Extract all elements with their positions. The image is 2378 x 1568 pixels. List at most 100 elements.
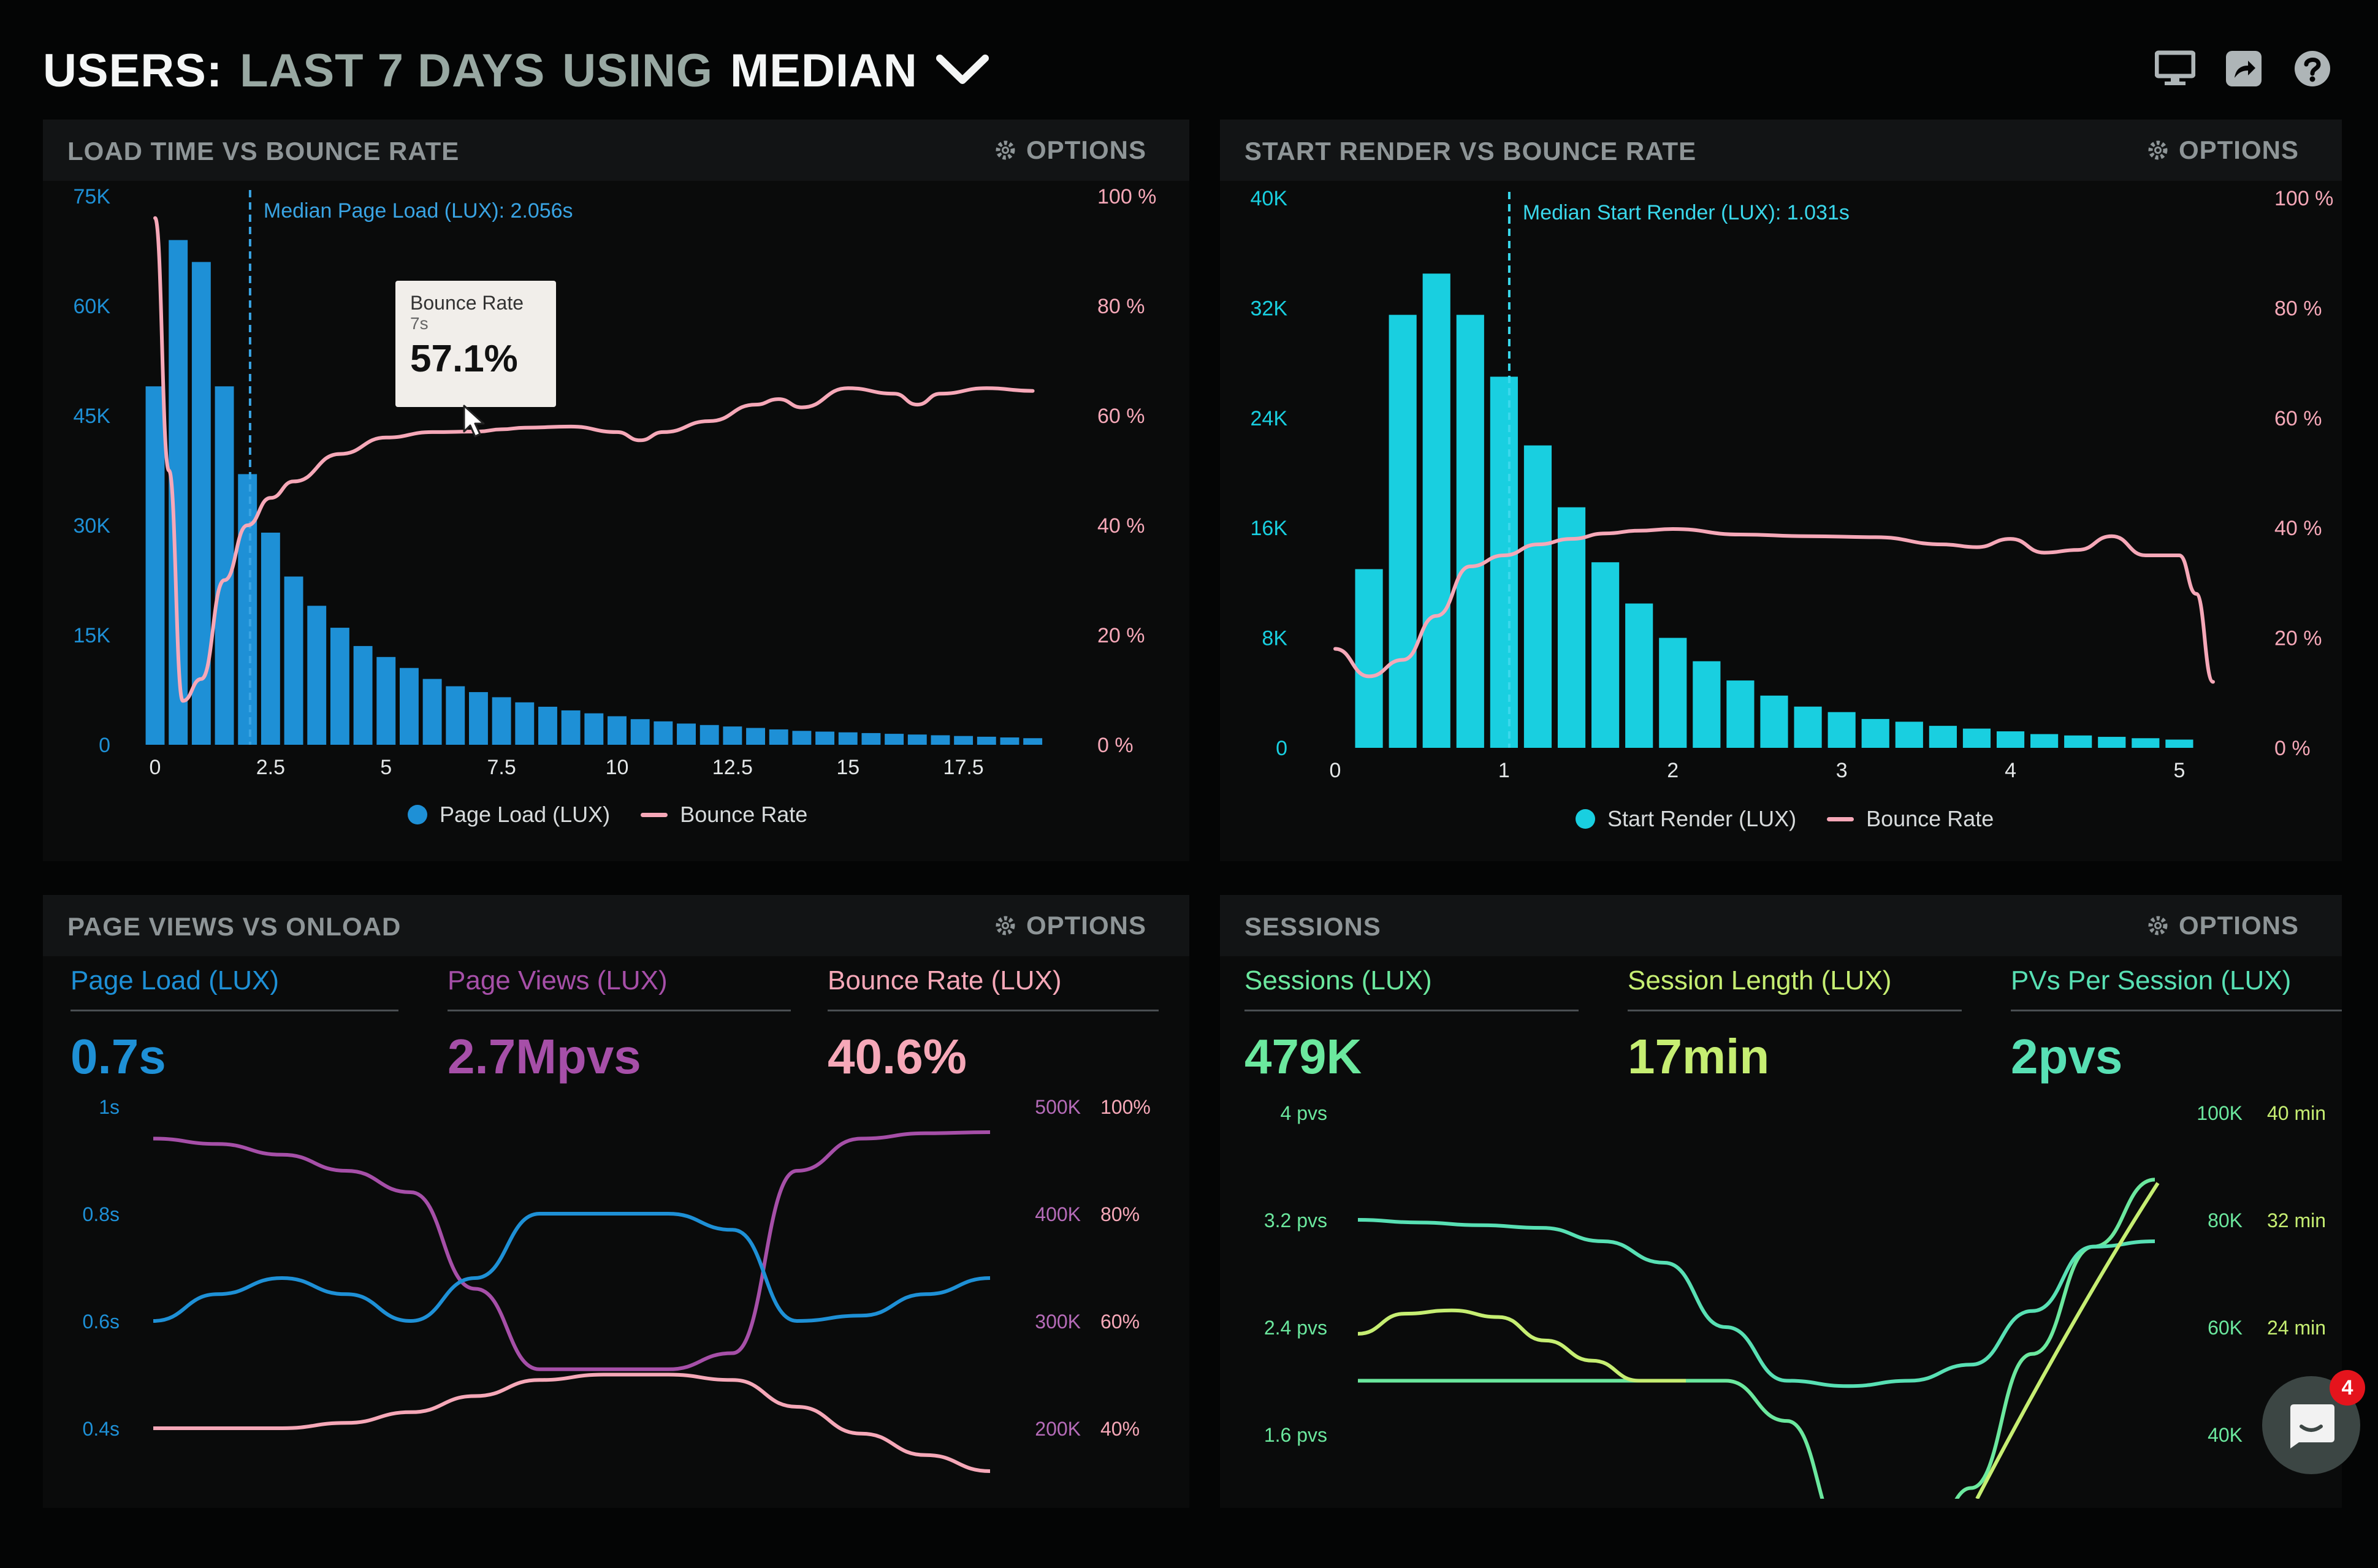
cursor-icon: [463, 405, 485, 438]
legend-item-start-render[interactable]: Start Render (LUX): [1576, 806, 1796, 832]
bar: [769, 729, 788, 745]
bar: [1827, 712, 1856, 748]
y2-axis-tick-label: 0 %: [1097, 734, 1134, 757]
y3-axis-tick-label: 24 min: [2267, 1317, 2326, 1339]
bar: [238, 474, 257, 745]
options-button[interactable]: OPTIONS: [2146, 135, 2299, 165]
legend-label: Bounce Rate: [1866, 806, 1994, 831]
metric-label: Page Views (LUX): [448, 965, 791, 1011]
metric-page-views[interactable]: Page Views (LUX) 2.7Mpvs: [448, 965, 791, 1085]
bar: [422, 679, 442, 745]
bar: [608, 716, 627, 745]
options-button[interactable]: OPTIONS: [2146, 911, 2299, 940]
chevron-down-icon[interactable]: [935, 52, 990, 89]
bar: [1456, 314, 1484, 748]
y2-axis-tick-label: 400K: [1035, 1203, 1081, 1225]
y-axis-tick-label: 8K: [1262, 627, 1287, 650]
bar: [561, 710, 581, 745]
options-button[interactable]: OPTIONS: [993, 135, 1146, 165]
bounce-rate-line: [153, 216, 1035, 703]
y3-axis-tick-label: 40 min: [2267, 1102, 2326, 1124]
metric-sessions[interactable]: Sessions (LUX) 479K: [1244, 965, 1579, 1085]
y-axis-tick-label: 3.2 pvs: [1264, 1209, 1327, 1231]
panel-sessions: SESSIONS OPTIONS Sessions (LUX) 479K Ses…: [1220, 895, 2342, 1508]
panel-title: START RENDER VS BOUNCE RATE: [1244, 137, 1697, 166]
bar: [931, 735, 950, 745]
bounce-rate-line: [1333, 527, 2215, 684]
help-icon[interactable]: [2290, 46, 2335, 91]
bar: [1023, 738, 1043, 745]
legend-item-bounce-rate[interactable]: Bounce Rate: [1827, 806, 1994, 832]
panel-start-render: START RENDER VS BOUNCE RATE OPTIONS 0 8K 1…: [1220, 120, 2342, 861]
metric-session-length[interactable]: Session Length (LUX) 17min: [1628, 965, 1962, 1085]
y2-axis-tick-label: 100K: [2197, 1102, 2243, 1124]
y-axis-tick-label: 4 pvs: [1281, 1102, 1327, 1124]
legend-swatch-start-render: [1576, 809, 1595, 829]
panel-title: LOAD TIME VS BOUNCE RATE: [67, 137, 460, 166]
options-label: OPTIONS: [1026, 135, 1146, 164]
bar: [838, 732, 858, 745]
bar: [2132, 738, 2160, 748]
options-label: OPTIONS: [2178, 135, 2299, 164]
bar: [907, 734, 927, 745]
sessions-chart: 1.6 pvs 2.4 pvs 3.2 pvs 4 pvs 40K 60K 80K 100K 2…: [1264, 1102, 2326, 1499]
legend-swatch-bounce-rate: [641, 812, 668, 817]
bar: [1523, 445, 1552, 748]
options-button[interactable]: OPTIONS: [993, 911, 1146, 940]
bar: [630, 719, 650, 745]
panel-header: LOAD TIME VS BOUNCE RATE OPTIONS: [43, 120, 1189, 181]
panel-title: PAGE VIEWS VS ONLOAD: [67, 912, 402, 941]
metric-value: 17min: [1628, 1029, 1770, 1084]
bar: [1659, 637, 1687, 748]
x-axis-tick-label: 0: [150, 756, 161, 779]
bar: [815, 731, 835, 745]
bar: [215, 386, 234, 745]
y-axis-tick-label: 45K: [74, 405, 111, 428]
y2-axis-tick-label: 200K: [1035, 1418, 1081, 1440]
bounce-rate-line: [153, 1372, 991, 1473]
metric-pvs-per-session[interactable]: PVs Per Session (LUX) 2pvs: [2011, 965, 2342, 1085]
panel-header: START RENDER VS BOUNCE RATE OPTIONS: [1220, 120, 2342, 181]
metric-bounce-rate[interactable]: Bounce Rate (LUX) 40.6%: [828, 965, 1159, 1085]
gear-icon: [2148, 916, 2168, 935]
bar: [492, 697, 511, 745]
bar: [977, 736, 996, 745]
monitor-icon[interactable]: [2152, 46, 2198, 91]
start-render-legend: Start Render (LUX) Bounce Rate: [1576, 806, 1994, 832]
chat-button[interactable]: 4: [2262, 1370, 2365, 1474]
bar: [330, 628, 349, 745]
x-axis-tick-label: 15: [836, 756, 859, 779]
legend-item-bounce-rate[interactable]: Bounce Rate: [641, 802, 807, 828]
x-axis-tick-label: 5: [2173, 759, 2185, 782]
y2-axis-tick-label: 80 %: [1097, 295, 1145, 318]
page-views-chart: 0.4s 0.6s 0.8s 1s 200K 300K 400K 500K 40% 60% 80% 1…: [83, 1096, 1151, 1473]
load-time-legend: Page Load (LUX) Bounce Rate: [408, 802, 807, 828]
bar: [1625, 603, 1653, 748]
bar: [1929, 726, 1957, 748]
bar: [1794, 706, 1822, 748]
metric-label: Session Length (LUX): [1628, 965, 1962, 1011]
bar: [376, 657, 396, 745]
title-stat: MEDIAN: [730, 44, 918, 97]
share-icon[interactable]: [2221, 46, 2266, 91]
y-axis-tick-label: 75K: [74, 185, 111, 208]
y2-axis-tick-label: 20 %: [1097, 624, 1145, 647]
bar: [654, 721, 673, 745]
y-axis-tick-label: 0.4s: [83, 1418, 120, 1440]
dashboard-title[interactable]: USERS: LAST 7 DAYS USING MEDIAN: [43, 34, 990, 107]
y2-axis-tick-label: 100 %: [1097, 185, 1156, 208]
y2-axis-tick-label: 300K: [1035, 1311, 1081, 1333]
x-axis-tick-label: 5: [380, 756, 392, 779]
y2-axis-tick-label: 60 %: [1097, 405, 1145, 428]
y-axis-tick-label: 0.8s: [83, 1203, 120, 1225]
y2-axis-tick-label: 500K: [1035, 1096, 1081, 1118]
bar: [954, 736, 974, 745]
metric-page-load[interactable]: Page Load (LUX) 0.7s: [71, 965, 398, 1085]
x-axis-tick-label: 7.5: [487, 756, 516, 779]
legend-item-page-load[interactable]: Page Load (LUX): [408, 802, 610, 828]
y2-axis-tick-label: 0 %: [2274, 737, 2311, 760]
metric-label: PVs Per Session (LUX): [2011, 965, 2342, 1011]
tooltip-value: 57.1%: [410, 338, 518, 380]
bar: [1591, 562, 1620, 748]
y-axis-tick-label: 0: [99, 734, 110, 757]
